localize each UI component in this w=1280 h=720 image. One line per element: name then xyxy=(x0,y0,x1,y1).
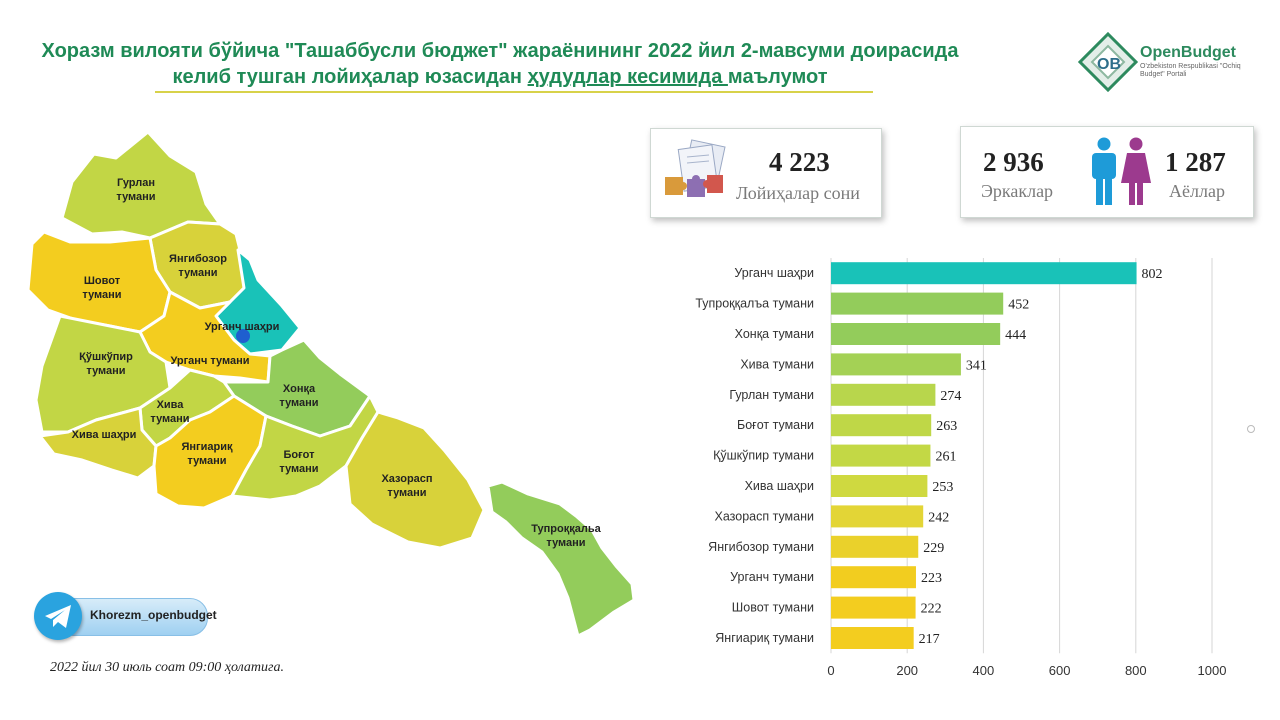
women-count-value: 1 287 xyxy=(1165,147,1226,177)
value-label: 452 xyxy=(1008,298,1029,313)
bar xyxy=(831,292,1004,315)
bar xyxy=(831,505,924,528)
value-label: 274 xyxy=(940,389,961,404)
value-label: 261 xyxy=(935,450,956,465)
x-tick-label: 200 xyxy=(896,663,918,678)
value-label: 242 xyxy=(928,510,949,525)
category-label: Хива тумани xyxy=(740,357,814,371)
puzzle-documents-icon xyxy=(665,139,726,197)
bar xyxy=(831,596,916,619)
map-label-khonka: Хонқа тумани xyxy=(279,383,318,409)
value-label: 222 xyxy=(921,602,942,617)
bar xyxy=(831,566,916,589)
map-label-khiva: Хива тумани xyxy=(150,399,189,425)
map-urganch-city xyxy=(214,248,302,356)
chart-category-labels: Урганч шаҳри Тупроққалъа тумани Хонқа тума… xyxy=(695,266,814,645)
value-label: 223 xyxy=(921,571,942,586)
women-count-label: Аёллар xyxy=(1169,181,1225,201)
category-label: Боғот тумани xyxy=(737,418,814,432)
openbudget-logo: OB OpenBudget O'zbekiston Respublikasi "… xyxy=(1077,31,1248,93)
bar xyxy=(831,444,931,467)
chart-x-ticks: 0 200 400 600 800 1000 xyxy=(827,663,1226,678)
category-label: Гурлан тумани xyxy=(729,388,814,402)
title-line-2-start: келиб тушган лойиҳалар юзасидан xyxy=(172,66,528,88)
x-tick-label: 400 xyxy=(973,663,995,678)
title-line-2-underlined: ҳудудлар кесимида xyxy=(527,66,728,88)
value-label: 229 xyxy=(923,541,944,556)
map-label-yangiarik: Янгиариқ тумани xyxy=(182,441,233,467)
map-khiva-city xyxy=(38,406,158,480)
x-tick-label: 1000 xyxy=(1198,663,1227,678)
category-label: Хива шаҳри xyxy=(745,479,814,493)
value-label: 444 xyxy=(1005,328,1026,343)
map-label-bogot: Боғот тумани xyxy=(279,449,318,475)
projects-by-district-chart: Урганч шаҳри Тупроққалъа тумани Хонқа тума… xyxy=(695,258,1226,678)
khorezm-region-map: Гурлан тумани Янгибозор тумани Шовот тумани… xyxy=(26,130,636,638)
telegram-icon[interactable] xyxy=(34,592,82,640)
urganch-city-marker xyxy=(236,329,250,343)
category-label: Хазорасп тумани xyxy=(715,509,815,523)
page-title: Хоразм вилояти бўйича "Ташаббусли бюджет… xyxy=(40,38,960,90)
projects-count-label: Лойиҳалар сони xyxy=(736,183,860,203)
gender-count-card: 2 936 Эркаклар 1 287 Аёллар xyxy=(960,126,1254,218)
title-line-2-end: маълумот xyxy=(727,66,828,88)
map-khazorasp xyxy=(344,410,486,550)
value-label: 341 xyxy=(966,358,987,373)
bar xyxy=(831,383,936,406)
category-label: Янгиариқ тумани xyxy=(715,631,814,645)
logo-subtitle: O'zbekiston Respublikasi "Ochiq Budget" … xyxy=(1140,63,1241,78)
category-label: Урганч шаҳри xyxy=(734,266,814,280)
map-label-khiva-city: Хива шаҳри xyxy=(72,429,137,441)
title-line-1: Хоразм вилояти бўйича "Ташаббусли бюджет… xyxy=(41,40,959,62)
openbudget-mark-icon: OB xyxy=(1077,31,1139,93)
men-count-label: Эркаклар xyxy=(981,181,1054,201)
bar xyxy=(831,475,928,497)
map-label-tuprokkala: Тупроққальа тумани xyxy=(531,523,601,549)
category-label: Янгибозор тумани xyxy=(708,540,814,554)
bar xyxy=(831,627,914,649)
x-tick-label: 0 xyxy=(827,663,834,678)
men-count-value: 2 936 xyxy=(983,147,1044,177)
bar xyxy=(831,535,919,558)
map-label-urganch-city: Урганч шаҳри xyxy=(205,321,280,333)
male-figure-icon xyxy=(1092,137,1116,205)
projects-count-value: 4 223 xyxy=(769,147,830,177)
value-label: 263 xyxy=(936,419,957,434)
value-label: 802 xyxy=(1142,267,1163,282)
map-gurlan xyxy=(60,130,222,240)
map-label-qushkupir: Қўшкўпир тумани xyxy=(79,351,133,377)
chart-bars xyxy=(831,262,1137,649)
projects-count-card: 4 223 Лойиҳалар сони xyxy=(650,128,882,218)
map-tuprokkala xyxy=(486,480,636,638)
value-label: 253 xyxy=(932,480,953,495)
title-line-2: келиб тушган лойиҳалар юзасидан ҳудудлар… xyxy=(40,64,960,90)
map-label-urganch: Урганч тумани xyxy=(170,355,249,367)
chart-value-labels: 802 452 444 341 274 263 261 253 242 229 223 222 217 xyxy=(919,267,1163,647)
map-label-shovot: Шовот тумани xyxy=(82,275,121,301)
value-label: 217 xyxy=(919,632,940,647)
category-label: Шовот тумани xyxy=(732,601,814,615)
title-underline xyxy=(155,91,873,93)
bar xyxy=(831,414,932,437)
bar xyxy=(831,262,1137,285)
logo-name: OpenBudget xyxy=(1140,44,1236,61)
logo-mark-text: OB xyxy=(1097,56,1121,73)
category-label: Тупроққалъа тумани xyxy=(695,297,814,311)
bar xyxy=(831,353,961,376)
female-figure-icon xyxy=(1121,137,1151,205)
category-label: Хонқа тумани xyxy=(735,327,814,341)
telegram-handle[interactable]: Khorezm_openbudget xyxy=(90,608,217,622)
decorative-dot xyxy=(1247,425,1255,433)
telegram-channel-badge[interactable]: Khorezm_openbudget xyxy=(34,592,217,640)
map-label-gurlan: Гурлан тумани xyxy=(116,177,155,203)
data-date-footnote: 2022 йил 30 июль соат 09:00 ҳолатига. xyxy=(50,660,284,675)
bar xyxy=(831,323,1001,345)
x-tick-label: 600 xyxy=(1049,663,1071,678)
map-label-khazorasp: Хазорасп тумани xyxy=(381,473,432,499)
category-label: Урганч тумани xyxy=(730,570,814,584)
category-label: Қўшкўпир тумани xyxy=(713,449,814,463)
map-label-yangibozor: Янгибозор тумани xyxy=(169,253,227,279)
x-tick-label: 800 xyxy=(1125,663,1147,678)
